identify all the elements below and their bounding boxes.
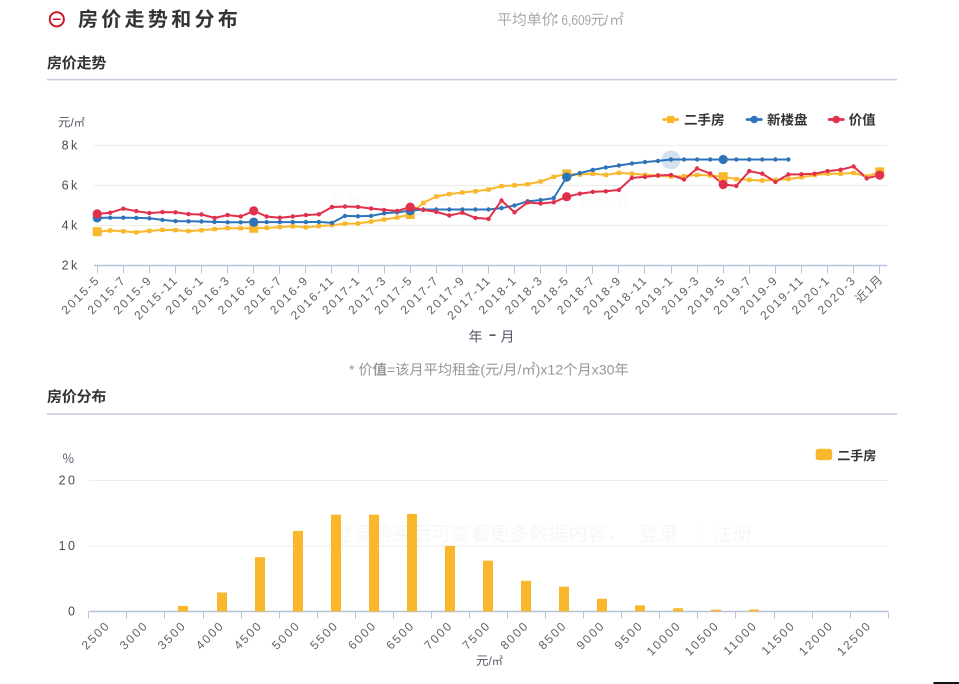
svg-text:/: / <box>499 363 503 379</box>
svg-text:x30: x30 <box>592 363 615 379</box>
svg-text:/: / <box>489 654 493 668</box>
svg-text:8k: 8k <box>62 139 80 153</box>
svg-text:20: 20 <box>59 474 78 488</box>
svg-text:*: * <box>349 363 355 379</box>
svg-text:(: ( <box>480 363 485 379</box>
svg-text:)x12: )x12 <box>536 363 564 379</box>
svg-text:10: 10 <box>59 539 78 553</box>
svg-text:/: / <box>604 12 608 28</box>
svg-text:6,609: 6,609 <box>561 13 591 29</box>
svg-text:0: 0 <box>68 605 77 619</box>
svg-text:/: / <box>71 116 75 130</box>
svg-text:=: = <box>387 363 395 379</box>
svg-text:2k: 2k <box>62 259 80 273</box>
svg-text:6k: 6k <box>62 179 80 193</box>
svg-text:4k: 4k <box>62 219 80 233</box>
svg-text:/: / <box>517 363 521 379</box>
